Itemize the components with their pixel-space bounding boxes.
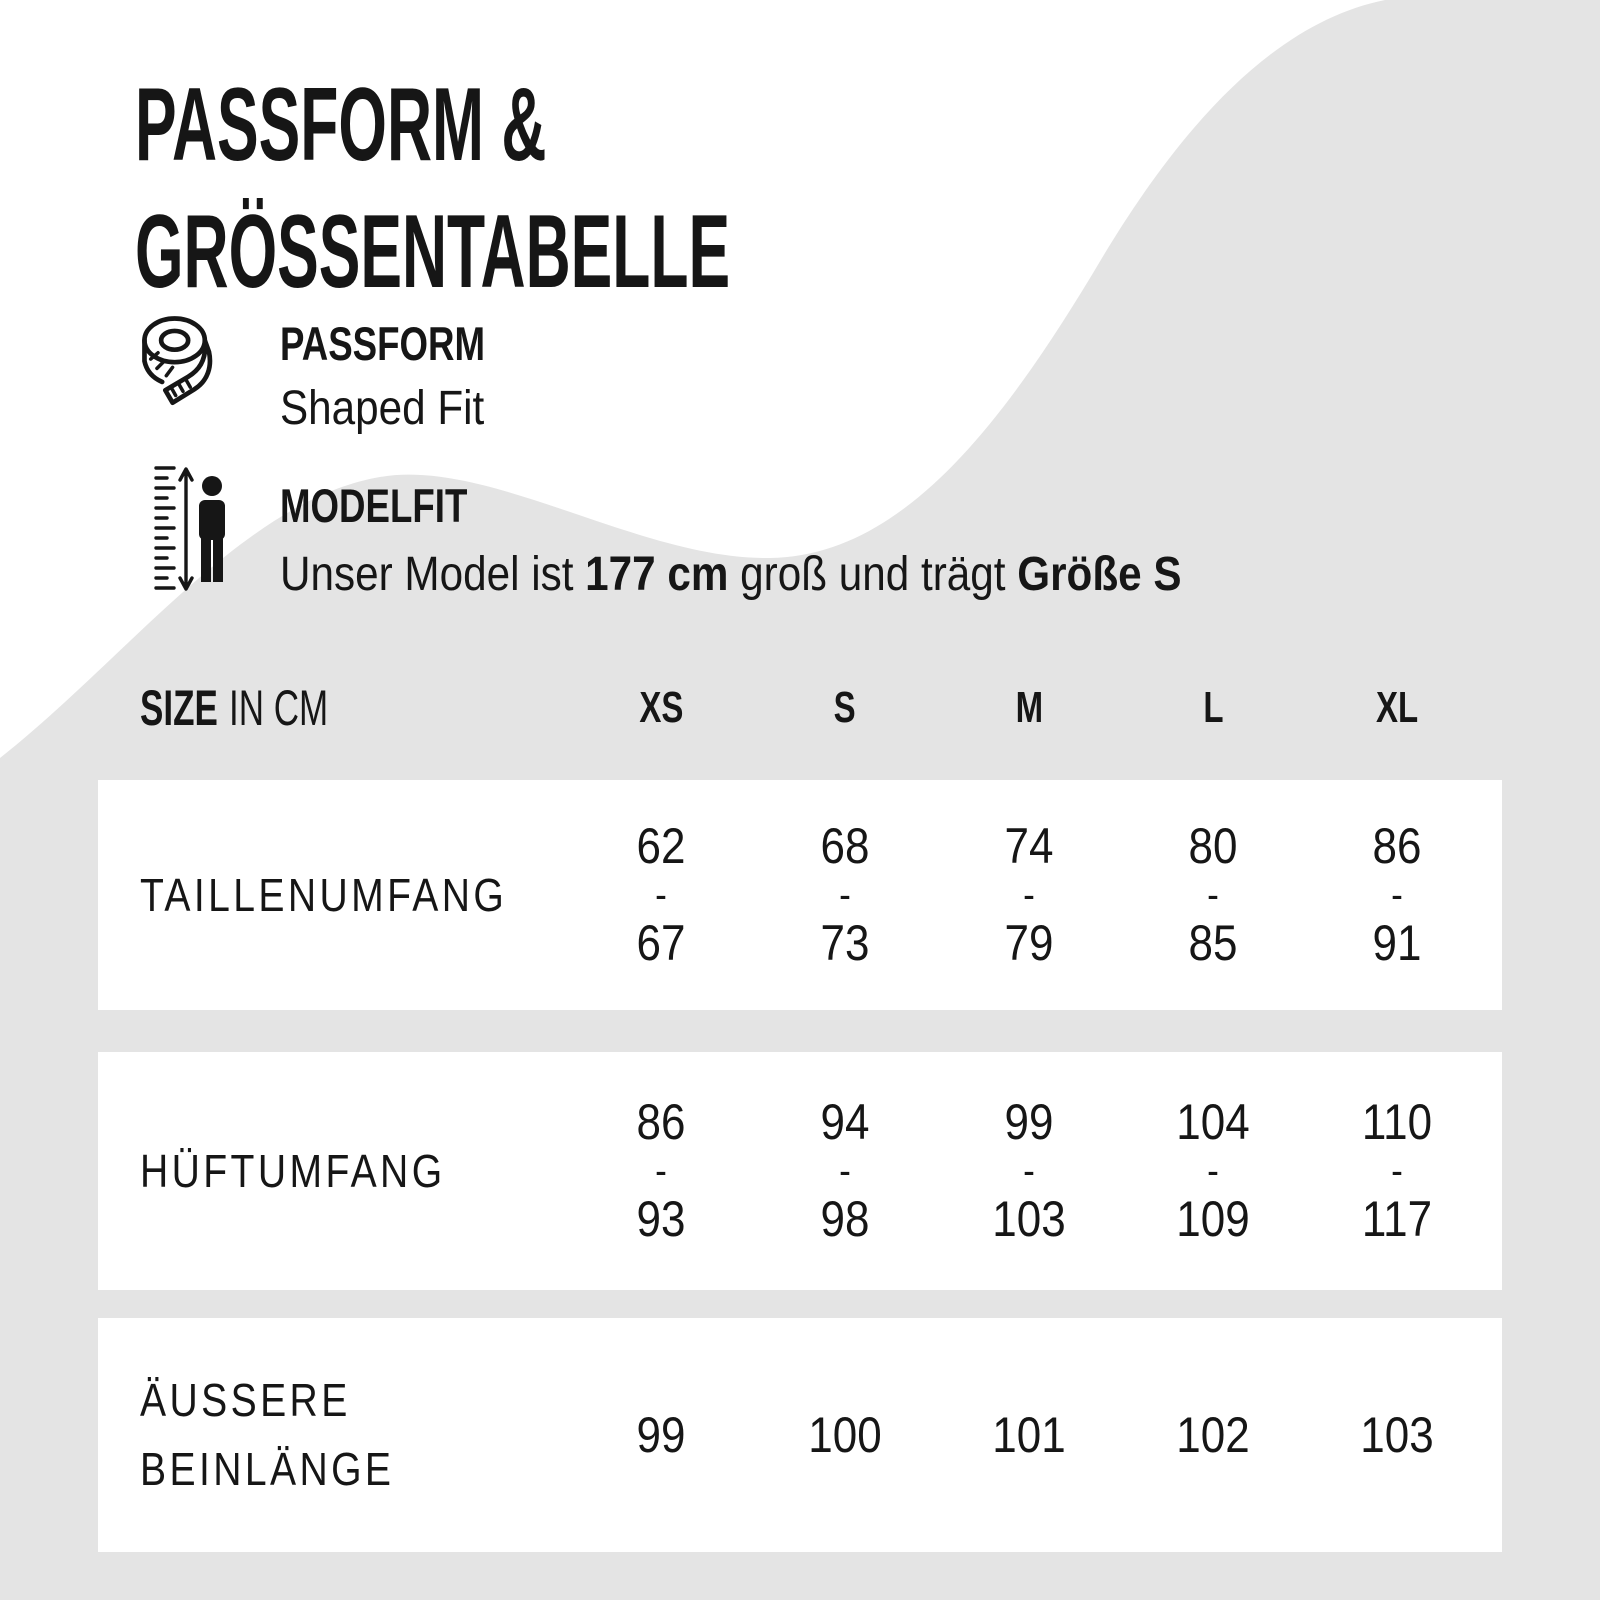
cell-beinlaenge-xl: 103 — [1360, 1406, 1434, 1463]
cell-taillenumfang-xl: 86-91 — [1372, 818, 1422, 971]
cell-hueftumfang-xs: 86-93 — [636, 1094, 686, 1247]
cell-taillenumfang-l: 80-85 — [1188, 818, 1238, 971]
page-title: PASSFORM & GRÖSSENTABELLE — [135, 62, 1127, 316]
cell-beinlaenge-l: 102 — [1176, 1406, 1250, 1463]
row-label-taillenumfang: TAILLENUMFANG — [140, 868, 508, 921]
cell-beinlaenge-xs: 99 — [636, 1406, 686, 1463]
column-header-l: L — [1202, 683, 1224, 732]
size-in-cm-label: SIZE IN CM — [140, 680, 329, 736]
cell-hueftumfang-xl: 110-117 — [1361, 1094, 1433, 1247]
table-row-taillenumfang: TAILLENUMFANG 62-67 68-73 74-79 80-85 86… — [98, 780, 1502, 1010]
page-title-line1: PASSFORM & — [135, 67, 547, 183]
column-header-m: M — [1015, 683, 1043, 732]
page-title-line2: GRÖSSENTABELLE — [135, 193, 731, 310]
column-header-xs: XS — [638, 683, 684, 732]
model-size: Größe S — [1017, 548, 1182, 601]
row-label-hueftumfang: HÜFTUMFANG — [140, 1144, 446, 1197]
column-header-s: S — [833, 683, 857, 732]
cell-beinlaenge-s: 100 — [808, 1406, 882, 1463]
table-row-hueftumfang: HÜFTUMFANG 86-93 94-98 99-103 104-109 11… — [98, 1052, 1502, 1290]
table-row-aeussere-beinlaenge: ÄUSSERE BEINLÄNGE 99 100 101 102 103 — [98, 1318, 1502, 1552]
model-height: 177 cm — [585, 548, 729, 601]
row-label-aeussere-beinlaenge: ÄUSSERE BEINLÄNGE — [140, 1374, 395, 1495]
passform-value: Shaped Fit — [280, 382, 485, 435]
cell-taillenumfang-s: 68-73 — [820, 818, 870, 971]
cell-hueftumfang-m: 99-103 — [992, 1094, 1066, 1247]
cell-taillenumfang-xs: 62-67 — [636, 818, 686, 971]
modelfit-description: Unser Model ist 177 cm groß und trägt Gr… — [280, 548, 1182, 601]
cell-beinlaenge-m: 101 — [992, 1406, 1066, 1463]
passform-heading: PASSFORM — [280, 317, 486, 370]
measuring-tape-icon — [142, 316, 213, 406]
column-header-xl: XL — [1375, 683, 1419, 732]
cell-hueftumfang-s: 94-98 — [820, 1094, 870, 1247]
table-header-row: SIZE IN CM XS S M L XL — [98, 676, 1502, 740]
height-ruler-icon — [154, 466, 225, 591]
cell-taillenumfang-m: 74-79 — [1004, 818, 1054, 971]
modelfit-heading: MODELFIT — [280, 479, 468, 532]
cell-hueftumfang-l: 104-109 — [1176, 1094, 1250, 1247]
